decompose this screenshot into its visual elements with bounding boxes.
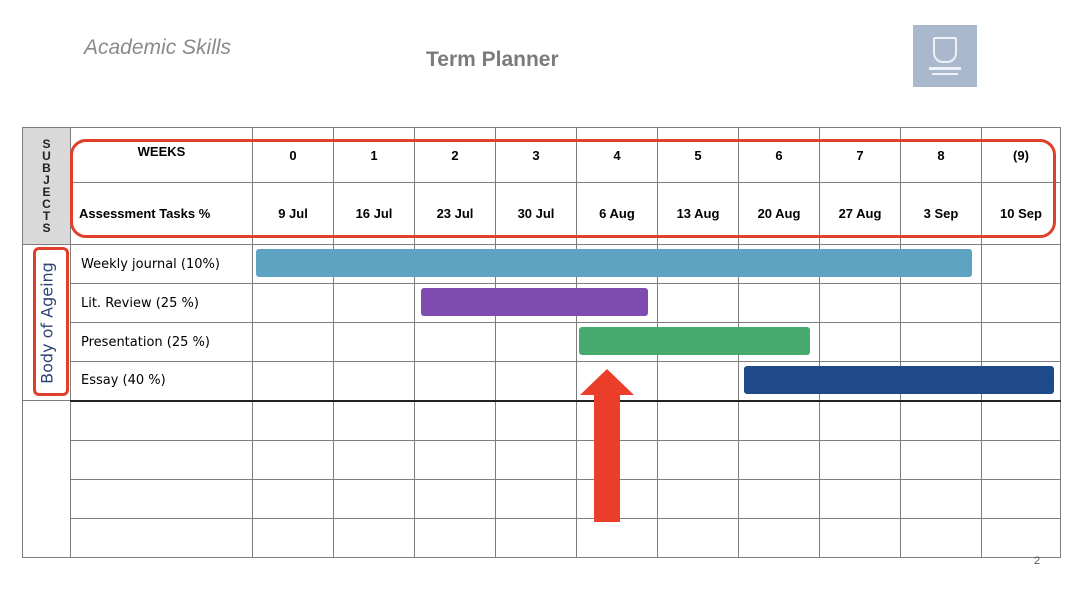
weeks-highlight-outline: [70, 139, 1056, 238]
task-label-weekly-journal: Weekly journal (10%): [70, 244, 253, 284]
task-label-lit-review: Lit. Review (25 %): [70, 283, 253, 323]
subjects-letter: U: [42, 149, 51, 163]
date-0: 9 Jul: [252, 182, 334, 245]
date-6: 20 Aug: [738, 182, 820, 245]
task-label-presentation: Presentation (25 %): [70, 322, 253, 362]
date-3: 30 Jul: [495, 182, 577, 245]
task-label-essay: Essay (40 %): [70, 361, 253, 402]
subjects-letter: S: [42, 221, 51, 235]
date-8: 3 Sep: [900, 182, 982, 245]
task-bar: [579, 327, 810, 355]
subjects-letter: E: [42, 185, 51, 199]
subjects-letter: C: [42, 197, 51, 211]
date-2: 23 Jul: [414, 182, 496, 245]
subjects-letter: J: [43, 173, 50, 187]
header-academic-skills: Academic Skills: [84, 36, 232, 59]
subject-cell: Body of Ageing: [22, 244, 71, 401]
page-number: 2: [1034, 555, 1041, 567]
red-arrow-up-icon: [580, 369, 634, 395]
university-logo: [913, 25, 977, 87]
subjects-letter: T: [42, 209, 51, 223]
page-title: Term Planner: [426, 48, 559, 71]
subject-highlight-outline: [33, 247, 69, 396]
task-bar: [421, 288, 648, 316]
red-arrow-shaft: [594, 394, 620, 522]
subjects-letter: S: [42, 137, 51, 151]
crest-icon: [933, 37, 957, 63]
week-9: (9): [981, 127, 1061, 183]
subjects-letter: B: [42, 161, 51, 175]
task-bar: [744, 366, 1054, 394]
empty-subject-cell: [22, 400, 71, 558]
task-bar: [256, 249, 972, 277]
date-7: 27 Aug: [819, 182, 901, 245]
week-4: 4: [576, 127, 658, 183]
week-8: 8: [900, 127, 982, 183]
